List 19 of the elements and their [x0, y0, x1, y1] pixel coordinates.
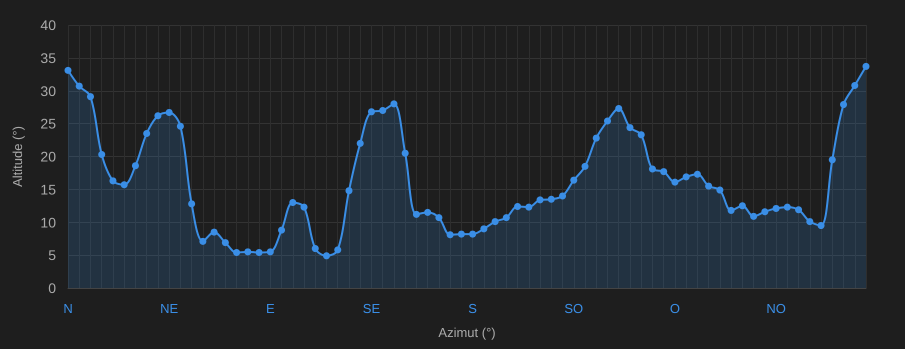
y-tick-label: 40 [40, 17, 56, 33]
x-tick-label: NE [160, 301, 179, 316]
y-tick-label: 30 [40, 82, 56, 99]
x-tick-label: E [266, 301, 275, 316]
x-tick-label: S [468, 301, 478, 316]
x-tick-label: SO [564, 301, 584, 316]
y-tick-label: 15 [40, 181, 56, 198]
y-tick-label: 25 [40, 116, 56, 132]
x-tick-label: N [63, 301, 73, 316]
y-axis-title: Altitude (°) [10, 126, 25, 187]
x-tick-label: NO [766, 301, 786, 316]
x-tick-label: SE [362, 301, 380, 316]
x-axis-title: Azimut (°) [438, 325, 496, 340]
y-tick-label: 20 [40, 148, 56, 164]
y-tick-label: 35 [40, 50, 56, 66]
y-tick-label: 10 [40, 214, 56, 230]
y-tick-label: 5 [48, 247, 56, 264]
x-tick-label: O [670, 301, 680, 316]
y-tick-label: 0 [48, 280, 56, 296]
